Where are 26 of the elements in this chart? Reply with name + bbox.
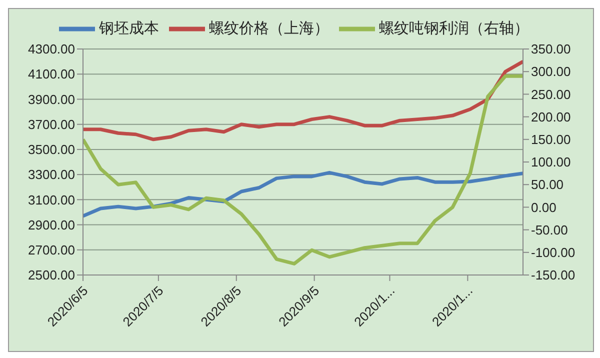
- y2-tick-label: -150.00: [531, 268, 576, 283]
- y2-tick-label: 250.00: [531, 86, 571, 102]
- y2-tick-label: -100.00: [531, 245, 576, 260]
- legend-label: 钢坯成本: [99, 19, 159, 38]
- line-series: [83, 60, 523, 142]
- y-tick-label: 3500.00: [28, 142, 75, 158]
- y-tick-label: 3100.00: [28, 192, 75, 208]
- legend-label: 螺纹价格（上海）: [209, 19, 329, 38]
- y2-tick-label: 300.00: [531, 64, 571, 80]
- y2-tick-label: -50.00: [531, 222, 568, 238]
- y-tick-label: 3900.00: [28, 92, 75, 107]
- y2-tick-label: 150.00: [531, 132, 571, 148]
- y2-tick-label: 0.00: [531, 200, 556, 215]
- legend-label: 螺纹吨钢利润（右轴）: [379, 19, 529, 38]
- y-tick-label: 2900.00: [28, 217, 75, 232]
- y-tick-label: 4100.00: [28, 66, 75, 82]
- y-tick-label: 2500.00: [28, 268, 75, 283]
- y2-tick-label: 50.00: [531, 177, 564, 192]
- y-tick-label: 3300.00: [28, 167, 75, 182]
- y2-tick-label: 200.00: [531, 109, 571, 124]
- y-tick-label: 3700.00: [28, 116, 75, 132]
- y-tick-label: 4300.00: [28, 42, 75, 57]
- y2-tick-label: 100.00: [531, 154, 571, 170]
- y-tick-label: 2700.00: [28, 242, 75, 258]
- y2-tick-label: 350.00: [531, 42, 571, 57]
- line-series: [83, 74, 523, 266]
